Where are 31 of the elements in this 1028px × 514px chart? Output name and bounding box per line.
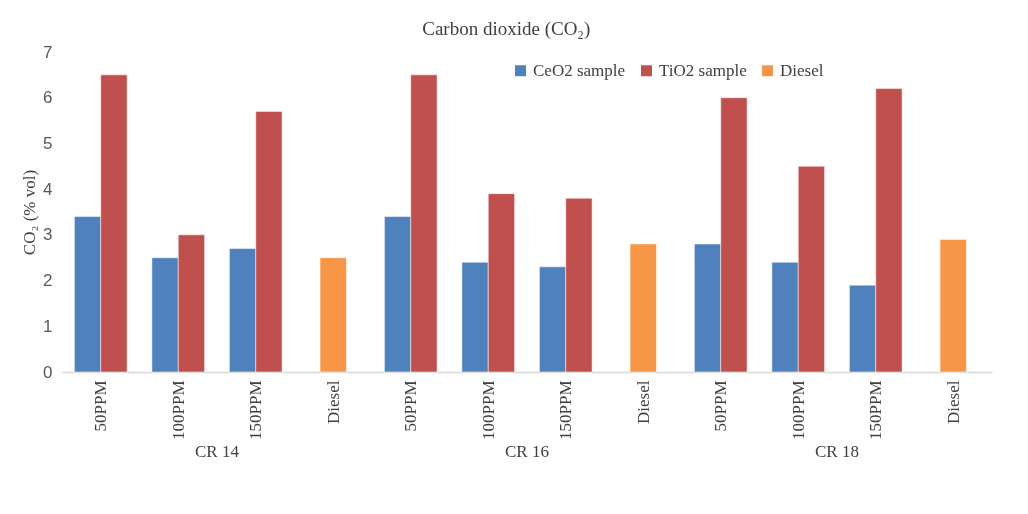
bar — [629, 243, 657, 373]
x-tick-label: 150PPM — [246, 380, 266, 441]
x-tick-label: 150PPM — [556, 380, 576, 441]
chart-title: Carbon dioxide (CO₂) — [422, 18, 591, 40]
y-tick-label: 0 — [43, 362, 53, 382]
y-tick-label: 5 — [43, 133, 53, 153]
x-tick-label: 100PPM — [478, 380, 498, 441]
y-tick-label: 1 — [43, 316, 53, 336]
x-tick-label: 150PPM — [866, 380, 886, 441]
x-tick-label: 50PPM — [711, 380, 731, 432]
legend-label: Diesel — [780, 60, 824, 80]
x-tick-label: 100PPM — [788, 380, 808, 441]
bar — [939, 239, 967, 373]
y-tick-label: 4 — [43, 179, 53, 199]
x-tick-label: Diesel — [633, 380, 653, 424]
text: CR 14 — [195, 442, 240, 461]
x-tick-label: 50PPM — [91, 380, 111, 432]
y-tick-label: 7 — [43, 42, 53, 62]
bar — [319, 257, 347, 373]
x-tick-label: 100PPM — [168, 380, 188, 441]
y-axis-title: CO₂ (% vol) — [20, 169, 40, 256]
y-tick-label: 2 — [43, 271, 53, 291]
text: CR 16 — [505, 442, 549, 461]
legend-label: TiO2 sample — [659, 60, 747, 80]
y-tick-label: 3 — [43, 225, 53, 245]
x-tick-label: Diesel — [943, 380, 963, 424]
x-tick-label: 50PPM — [401, 380, 421, 432]
y-tick-label: 6 — [43, 88, 53, 108]
legend-label: CeO2 sample — [533, 60, 626, 80]
text: CR 18 — [815, 442, 859, 461]
x-tick-label: Diesel — [323, 380, 343, 424]
